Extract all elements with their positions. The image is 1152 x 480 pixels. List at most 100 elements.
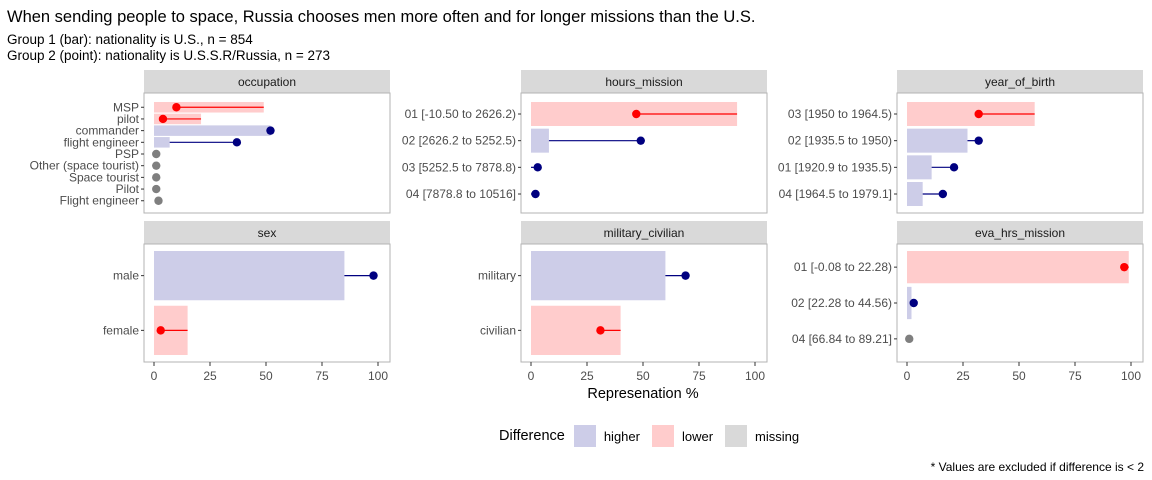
legend-key-higher [573, 425, 596, 447]
panel-year-of-birth: year_of_birth 03 [1950 to 1964.5) 02 [1935… [778, 70, 1144, 214]
chart-title: When sending people to space, Russia cho… [7, 8, 756, 26]
facet-strip [897, 70, 1143, 93]
facet-strip [521, 221, 767, 244]
point [172, 103, 181, 112]
x-tick-label: 0 [904, 369, 911, 383]
y-tick-label: male [113, 269, 139, 283]
y-tick-label: Flight engineer [60, 194, 139, 208]
y-tick-label: civilian [480, 323, 516, 337]
point [158, 114, 168, 124]
legend-key-lower [651, 425, 674, 447]
y-tick-label: 02 [22.28 to 44.56) [791, 296, 892, 310]
legend-label-lower: lower [681, 428, 714, 444]
point [1120, 262, 1129, 272]
y-tick-label: 04 [1964.5 to 1979.1] [779, 187, 892, 201]
facet-label: military_civilian [604, 226, 685, 240]
point [154, 196, 163, 205]
bar [531, 251, 666, 301]
point [909, 298, 918, 308]
x-tick-label: 100 [745, 369, 765, 383]
x-axis-title: Represenation % [587, 386, 698, 402]
panel-border [143, 92, 391, 214]
x-tick-label: 50 [636, 369, 650, 383]
x-tick-label: 75 [692, 369, 706, 383]
point [152, 149, 161, 159]
y-tick-label: 02 [2626.2 to 5252.5) [402, 134, 516, 148]
point [974, 136, 983, 145]
y-tick-label: Space tourist [69, 170, 140, 184]
x-tick-label: 50 [259, 369, 273, 383]
facet-label: occupation [238, 75, 296, 89]
y-tick-label: commander [76, 124, 139, 138]
point [152, 161, 161, 170]
y-tick-label: female [103, 323, 139, 337]
bar [907, 128, 968, 153]
y-tick-label: 01 [1920.9 to 1935.5) [778, 160, 892, 174]
x-tick-label: 100 [1121, 369, 1141, 383]
y-tick-label: 01 [-10.50 to 2626.2) [405, 107, 516, 121]
bar [907, 286, 912, 320]
x-tick-label: 50 [1012, 369, 1026, 383]
x-tick-label: 25 [580, 369, 594, 383]
facet-strip [897, 221, 1143, 244]
point [681, 271, 690, 280]
y-tick-label: flight engineer [64, 135, 139, 149]
facet-label: sex [258, 226, 277, 240]
bar [154, 137, 170, 148]
point [152, 184, 161, 194]
point [369, 271, 378, 280]
x-tick-label: 100 [368, 369, 388, 383]
legend-title: Difference [499, 428, 565, 444]
y-tick-label: 04 [66.84 to 89.21] [792, 332, 892, 346]
facet-label: hours_mission [605, 75, 682, 89]
panel-sex: sex male female 0 25 50 75 100 [103, 221, 391, 383]
y-tick-label: 02 [1935.5 to 1950) [788, 134, 892, 148]
panel-eva-hrs-mission: eva_hrs_mission 01 [-0.08 to 22.28) 02 [22… [791, 221, 1144, 383]
y-tick-label: 04 [7878.8 to 10516] [406, 187, 516, 201]
facet-strip [521, 70, 767, 93]
facet-label: year_of_birth [985, 75, 1055, 89]
bar [154, 251, 345, 301]
chart-subtitle-group2: Group 2 (point): nationality is U.S.S.R/… [7, 48, 331, 63]
point [266, 126, 275, 135]
x-tick-label: 0 [528, 369, 535, 383]
legend: Difference higher lower missing [499, 424, 811, 448]
y-tick-label: MSP [113, 100, 139, 114]
y-tick-label: PSP [115, 147, 139, 161]
point [949, 163, 959, 172]
facet-label: eva_hrs_mission [975, 226, 1065, 240]
x-tick-label: 75 [1068, 369, 1082, 383]
point [636, 136, 645, 145]
bar [907, 251, 1129, 284]
x-tick-label: 25 [203, 369, 217, 383]
point [232, 138, 242, 147]
y-tick-label: 03 [5252.5 to 7878.8) [402, 160, 516, 174]
x-tick-label: 25 [956, 369, 970, 383]
point [156, 326, 165, 335]
facet-strip [144, 221, 390, 244]
y-tick-label: 01 [-0.08 to 22.28) [794, 260, 892, 274]
y-tick-label: military [478, 269, 516, 283]
bar [154, 125, 271, 136]
chart-caption: * Values are excluded if difference is <… [930, 460, 1144, 474]
bar [907, 182, 923, 206]
y-tick-label: Pilot [116, 182, 140, 196]
point [596, 326, 605, 335]
point [531, 189, 540, 199]
point [938, 189, 948, 199]
point [152, 173, 161, 182]
legend-key-missing [725, 425, 748, 447]
point [905, 334, 914, 344]
y-tick-label: pilot [117, 112, 140, 126]
point [533, 163, 542, 172]
x-tick-label: 0 [151, 369, 158, 383]
chart-subtitle-group1: Group 1 (bar): nationality is U.S., n = … [7, 32, 253, 47]
bar [907, 155, 932, 180]
facet-strip [144, 70, 390, 93]
point [974, 109, 983, 119]
point [632, 109, 641, 119]
x-tick-label: 75 [315, 369, 329, 383]
panel-hours-mission: hours_mission 01 [-10.50 to 2626.2) 02 [26… [402, 70, 768, 214]
